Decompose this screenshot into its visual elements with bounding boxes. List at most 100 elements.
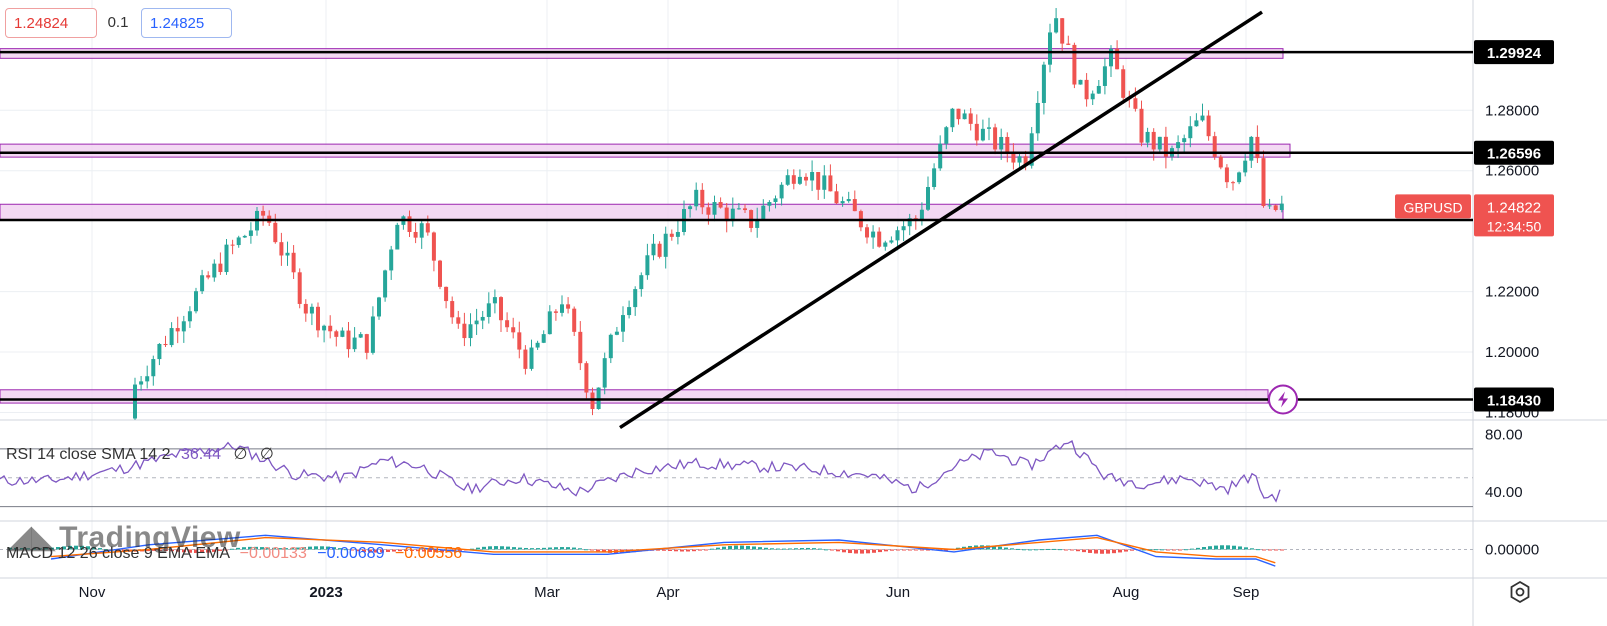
candle-body xyxy=(133,384,137,419)
macd-histogram-bar xyxy=(1040,549,1044,551)
candle-body xyxy=(1139,108,1144,143)
macd-histogram-bar xyxy=(1184,549,1188,551)
level-price-tag[interactable] xyxy=(1474,387,1554,412)
macd-histogram-bar xyxy=(776,548,780,550)
support-resistance-zone[interactable] xyxy=(0,389,1269,404)
macd-histogram-bar xyxy=(350,549,354,551)
candle-body xyxy=(541,334,546,343)
candle-body xyxy=(1243,160,1248,173)
macd-histogram-bar xyxy=(734,545,738,550)
macd-line[interactable] xyxy=(50,534,1276,567)
candle-body xyxy=(169,328,174,346)
macd-histogram-bar xyxy=(152,549,156,551)
macd-legend[interactable]: MACD 12 26 close 9 EMA EMA −0.00133 −0.0… xyxy=(6,545,462,563)
lightning-icon[interactable] xyxy=(1268,384,1298,415)
macd-histogram-bar xyxy=(1124,549,1128,552)
price-axis-tick: 1.26000 xyxy=(1485,163,1539,180)
symbol-tag[interactable] xyxy=(1395,194,1471,219)
trendline[interactable] xyxy=(619,10,1263,430)
candle-body xyxy=(560,304,564,313)
candle-body xyxy=(932,168,937,187)
macd-histogram-bar xyxy=(758,547,762,550)
macd-histogram-bar xyxy=(656,549,660,551)
macd-histogram-bar xyxy=(716,547,720,550)
candle-body xyxy=(572,308,577,332)
bid-price-box[interactable]: 1.24824 xyxy=(5,8,97,38)
support-resistance-zone[interactable] xyxy=(0,203,1284,221)
ask-price-box[interactable]: 1.24825 xyxy=(141,8,232,38)
macd-histogram-bar xyxy=(698,549,702,551)
macd-histogram-bar xyxy=(542,547,546,550)
candle-body xyxy=(425,223,430,233)
macd-histogram-bar xyxy=(20,548,24,550)
candle-body xyxy=(651,243,656,256)
time-axis-tick: 2023 xyxy=(309,584,342,601)
macd-histogram-bar xyxy=(1052,548,1056,550)
level-price-tag[interactable] xyxy=(1474,140,1554,165)
macd-histogram-bar xyxy=(1250,548,1254,550)
macd-histogram-bar xyxy=(1208,546,1212,550)
candle-body xyxy=(431,232,436,261)
macd-histogram-bar xyxy=(560,547,564,550)
macd-histogram-bar xyxy=(1202,547,1206,550)
candle-body xyxy=(852,199,857,212)
macd-histogram-bar xyxy=(1100,549,1104,554)
macd-histogram-bar xyxy=(86,546,90,550)
macd-histogram-bar xyxy=(782,548,786,550)
macd-histogram-bar xyxy=(296,547,300,550)
macd-histogram-bar xyxy=(1106,549,1110,554)
candle-body xyxy=(248,230,253,236)
candle-body xyxy=(919,209,924,221)
candle-body xyxy=(1017,156,1022,163)
macd-histogram-bar xyxy=(488,546,492,550)
macd-histogram-bar xyxy=(998,546,1002,550)
candle-body xyxy=(480,316,485,321)
candle-body xyxy=(1188,126,1193,139)
macd-histogram-bar xyxy=(818,548,822,550)
support-resistance-zone[interactable] xyxy=(0,48,1284,59)
candle-body xyxy=(602,358,607,388)
macd-histogram-bar xyxy=(344,549,348,551)
candle-body xyxy=(1194,120,1199,127)
candle-body xyxy=(797,176,802,184)
macd-histogram-bar xyxy=(56,547,60,550)
support-resistance-zone[interactable] xyxy=(0,143,1291,158)
macd-histogram-bar xyxy=(194,549,198,554)
candle-body xyxy=(1072,44,1077,85)
candle-body xyxy=(779,184,784,199)
macd-histogram-bar xyxy=(554,547,558,550)
macd-histogram-bar xyxy=(206,549,210,553)
macd-histogram-bar xyxy=(470,548,474,550)
macd-histogram-bar xyxy=(1196,547,1200,550)
candle-body xyxy=(1273,205,1278,210)
candle-body xyxy=(901,226,906,231)
macd-histogram-bar xyxy=(1076,549,1080,552)
macd-histogram-bar xyxy=(1058,549,1062,551)
candle-body xyxy=(584,363,589,393)
candle-body xyxy=(718,202,723,208)
macd-histogram-bar xyxy=(920,549,924,551)
macd-histogram-bar xyxy=(1226,545,1230,550)
candle-body xyxy=(1218,156,1223,168)
candle-body xyxy=(486,303,491,317)
lightning-glyph xyxy=(1278,391,1288,408)
macd-histogram-bar xyxy=(536,548,540,550)
macd-histogram-bar xyxy=(1268,549,1272,551)
level-price-tag[interactable] xyxy=(1474,40,1554,65)
candle-body xyxy=(621,315,625,332)
macd-histogram-bar xyxy=(224,549,228,551)
candle-body xyxy=(291,252,296,273)
current-price-tag[interactable] xyxy=(1474,194,1554,237)
macd-histogram-bar xyxy=(44,548,48,550)
candle-body xyxy=(999,136,1004,150)
candle-body xyxy=(730,208,735,222)
current-price-text: 1.24822 xyxy=(1487,199,1541,216)
time-axis-tick: Apr xyxy=(656,584,679,601)
rsi-line[interactable] xyxy=(0,440,1281,503)
macd-signal-line[interactable] xyxy=(50,536,1276,564)
gear-icon[interactable] xyxy=(1508,580,1532,604)
macd-histogram-bar xyxy=(236,547,240,550)
candle-body xyxy=(645,255,650,276)
rsi-legend[interactable]: RSI 14 close SMA 14 2 36.44 ∅ ∅ xyxy=(6,444,274,464)
